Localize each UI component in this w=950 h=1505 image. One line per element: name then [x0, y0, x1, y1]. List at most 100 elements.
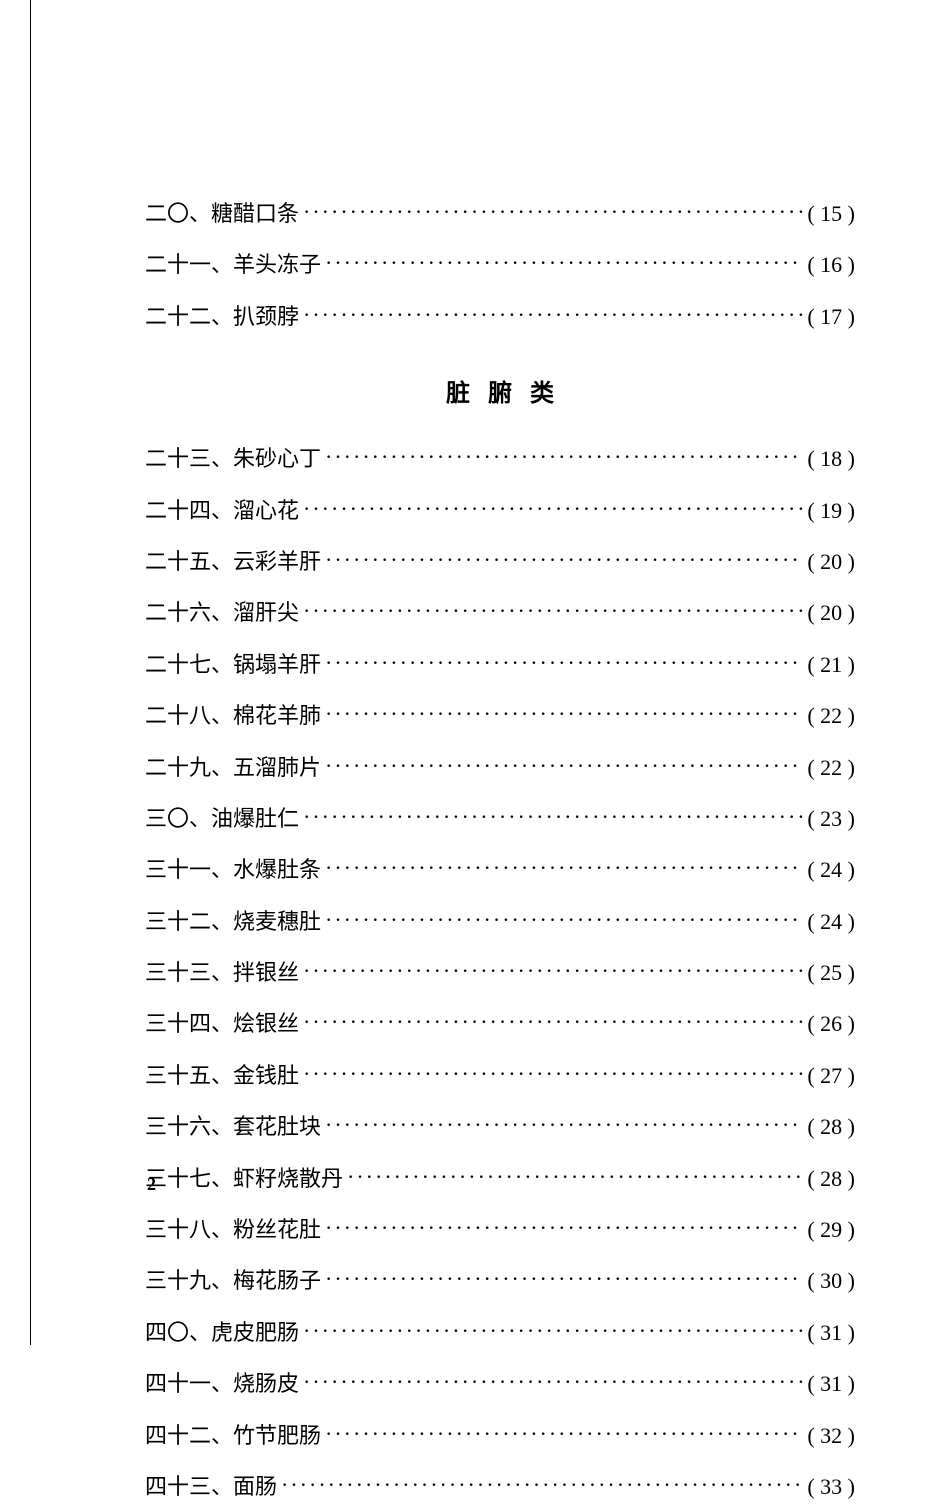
toc-dots [325, 1209, 803, 1246]
toc-entry-page: ( 18 ) [807, 440, 855, 477]
toc-entry-label: 三十六、套花肚块 [145, 1108, 321, 1145]
toc-dots [325, 438, 803, 475]
toc-top-entries: 二〇、糖醋口条 ( 15 ) 二十一、羊头冻子 ( 16 ) 二十二、扒颈脖 ( 17 ) [145, 195, 855, 335]
toc-entry-label: 三十九、梅花肠子 [145, 1262, 321, 1299]
toc-entry: 二十九、五溜肺片 ( 22 ) [145, 749, 855, 786]
toc-dots [303, 1363, 803, 1400]
toc-entry-label: 二十九、五溜肺片 [145, 749, 321, 786]
toc-dots [325, 244, 803, 281]
toc-dots [303, 490, 803, 527]
toc-entry-page: ( 20 ) [807, 543, 855, 580]
page-left-border [30, 0, 31, 1345]
toc-entry-label: 四十二、竹节肥肠 [145, 1417, 321, 1454]
toc-entry-page: ( 25 ) [807, 954, 855, 991]
toc-entry-label: 二〇、糖醋口条 [145, 195, 299, 232]
toc-entry-label: 二十二、扒颈脖 [145, 298, 299, 335]
toc-entry: 二十五、云彩羊肝 ( 20 ) [145, 543, 855, 580]
toc-dots [303, 1312, 803, 1349]
toc-dots [281, 1466, 803, 1503]
toc-entry-label: 二十六、溜肝尖 [145, 594, 299, 631]
toc-entry-page: ( 24 ) [807, 851, 855, 888]
toc-entry-label: 二十七、锅塌羊肝 [145, 646, 321, 683]
toc-entry-label: 四十三、面肠 [145, 1468, 277, 1505]
toc-entry-page: ( 31 ) [807, 1314, 855, 1351]
toc-entry: 三十二、烧麦穗肚 ( 24 ) [145, 903, 855, 940]
toc-dots [303, 1055, 803, 1092]
toc-dots [303, 798, 803, 835]
toc-entry-page: ( 22 ) [807, 749, 855, 786]
toc-entry: 四十一、烧肠皮 ( 31 ) [145, 1365, 855, 1402]
toc-entry: 三十一、水爆肚条 ( 24 ) [145, 851, 855, 888]
toc-dots [303, 592, 803, 629]
toc-entry: 三十五、金钱肚 ( 27 ) [145, 1057, 855, 1094]
toc-entry-page: ( 22 ) [807, 697, 855, 734]
toc-dots [325, 901, 803, 938]
toc-dots [303, 1003, 803, 1040]
toc-entry-page: ( 15 ) [807, 195, 855, 232]
toc-entry-page: ( 21 ) [807, 646, 855, 683]
toc-entry-label: 三〇、油爆肚仁 [145, 800, 299, 837]
toc-entry-label: 二十五、云彩羊肝 [145, 543, 321, 580]
toc-dots [325, 541, 803, 578]
toc-entry-label: 三十四、烩银丝 [145, 1005, 299, 1042]
toc-entry-page: ( 26 ) [807, 1005, 855, 1042]
toc-dots [325, 747, 803, 784]
toc-entry: 三十六、套花肚块 ( 28 ) [145, 1108, 855, 1145]
toc-entry: 二十六、溜肝尖 ( 20 ) [145, 594, 855, 631]
toc-entry-label: 二十八、棉花羊肺 [145, 697, 321, 734]
toc-entry-page: ( 23 ) [807, 800, 855, 837]
toc-entry-page: ( 29 ) [807, 1211, 855, 1248]
toc-entry: 三十四、烩银丝 ( 26 ) [145, 1005, 855, 1042]
toc-entry-page: ( 17 ) [807, 298, 855, 335]
toc-dots [347, 1158, 803, 1195]
toc-dots [325, 695, 803, 732]
toc-entry: 二十四、溜心花 ( 19 ) [145, 492, 855, 529]
toc-entry: 三十三、拌银丝 ( 25 ) [145, 954, 855, 991]
toc-dots [325, 849, 803, 886]
toc-entry-page: ( 28 ) [807, 1160, 855, 1197]
toc-dots [325, 1260, 803, 1297]
toc-entry-label: 三十二、烧麦穗肚 [145, 903, 321, 940]
toc-entry: 二十八、棉花羊肺 ( 22 ) [145, 697, 855, 734]
toc-entry-page: ( 28 ) [807, 1108, 855, 1145]
toc-content: 二〇、糖醋口条 ( 15 ) 二十一、羊头冻子 ( 16 ) 二十二、扒颈脖 ( 17 )… [0, 0, 950, 1505]
section-heading: 脏腑类 [145, 373, 855, 408]
toc-entry: 二十三、朱砂心丁 ( 18 ) [145, 440, 855, 477]
toc-entry: 四十三、面肠 ( 33 ) [145, 1468, 855, 1505]
toc-entry-label: 三十三、拌银丝 [145, 954, 299, 991]
toc-dots [303, 296, 803, 333]
toc-entry: 二〇、糖醋口条 ( 15 ) [145, 195, 855, 232]
toc-entry: 三〇、油爆肚仁 ( 23 ) [145, 800, 855, 837]
toc-dots [325, 1106, 803, 1143]
toc-entry: 三十九、梅花肠子 ( 30 ) [145, 1262, 855, 1299]
toc-entry-page: ( 32 ) [807, 1417, 855, 1454]
toc-entry-label: 三十七、虾籽烧散丹 [145, 1160, 343, 1197]
page-number: 2 [147, 1174, 156, 1195]
toc-main-entries: 二十三、朱砂心丁 ( 18 ) 二十四、溜心花 ( 19 ) 二十五、云彩羊肝 ( 20 … [145, 440, 855, 1505]
toc-entry: 四〇、虎皮肥肠 ( 31 ) [145, 1314, 855, 1351]
toc-entry-label: 二十三、朱砂心丁 [145, 440, 321, 477]
toc-entry-page: ( 24 ) [807, 903, 855, 940]
toc-dots [325, 1415, 803, 1452]
toc-entry-label: 四十一、烧肠皮 [145, 1365, 299, 1402]
toc-entry: 四十二、竹节肥肠 ( 32 ) [145, 1417, 855, 1454]
toc-entry-label: 二十一、羊头冻子 [145, 246, 321, 283]
toc-entry: 二十七、锅塌羊肝 ( 21 ) [145, 646, 855, 683]
toc-entry-page: ( 20 ) [807, 594, 855, 631]
toc-entry-label: 三十五、金钱肚 [145, 1057, 299, 1094]
toc-entry-page: ( 33 ) [807, 1468, 855, 1505]
toc-entry-page: ( 16 ) [807, 246, 855, 283]
toc-entry: 三十七、虾籽烧散丹 ( 28 ) [145, 1160, 855, 1197]
toc-entry-label: 二十四、溜心花 [145, 492, 299, 529]
toc-dots [303, 193, 803, 230]
toc-entry-page: ( 31 ) [807, 1365, 855, 1402]
toc-entry-page: ( 27 ) [807, 1057, 855, 1094]
toc-entry: 二十一、羊头冻子 ( 16 ) [145, 246, 855, 283]
toc-entry-page: ( 30 ) [807, 1262, 855, 1299]
toc-entry-label: 四〇、虎皮肥肠 [145, 1314, 299, 1351]
toc-entry-label: 三十八、粉丝花肚 [145, 1211, 321, 1248]
toc-entry: 三十八、粉丝花肚 ( 29 ) [145, 1211, 855, 1248]
toc-entry-label: 三十一、水爆肚条 [145, 851, 321, 888]
toc-entry-page: ( 19 ) [807, 492, 855, 529]
toc-dots [325, 644, 803, 681]
